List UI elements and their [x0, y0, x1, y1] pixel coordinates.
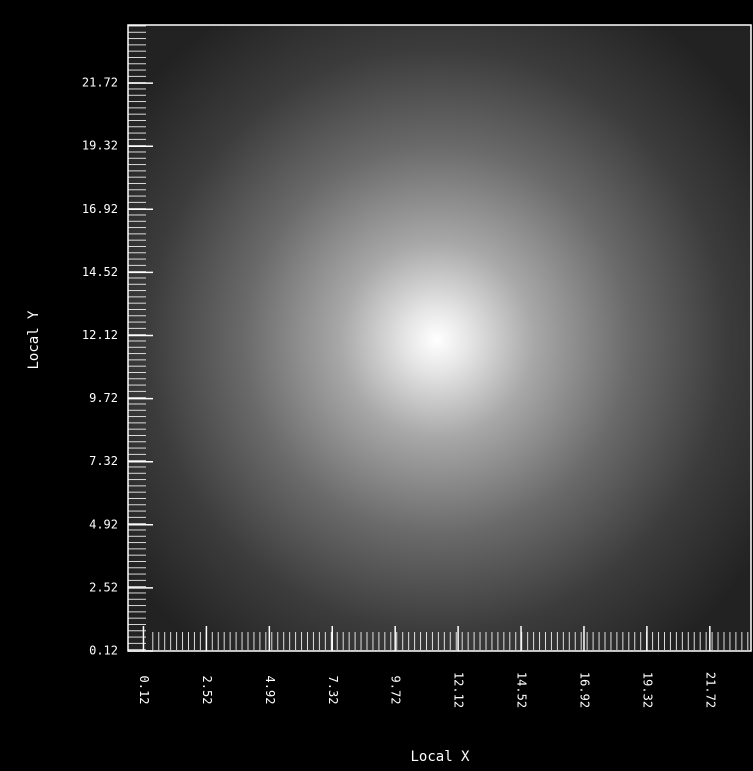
y-tick-label: 14.52: [82, 265, 118, 279]
x-tick-label: 14.52: [515, 672, 529, 708]
x-tick-label: 16.92: [577, 672, 591, 708]
y-tick-label: 16.92: [82, 202, 118, 216]
x-tick-label: 19.32: [640, 672, 654, 708]
x-axis-title: Local X: [410, 749, 470, 765]
y-tick-label: 0.12: [89, 644, 118, 658]
y-tick-label: 7.32: [89, 454, 118, 468]
x-tick-label: 7.32: [326, 676, 340, 705]
x-tick-label: 9.72: [389, 676, 403, 705]
y-tick-label: 9.72: [89, 391, 118, 405]
minor-ticks-x: [148, 632, 751, 650]
y-tick-label: 2.52: [89, 580, 118, 594]
y-tick-label: 21.72: [82, 76, 118, 90]
y-axis-title: Local Y: [26, 310, 42, 370]
minor-ticks-y: [128, 25, 146, 650]
x-tick-label: 12.12: [452, 672, 466, 708]
y-tick-label: 19.32: [82, 139, 118, 153]
x-tick-label: 21.72: [703, 672, 717, 708]
x-tick-label: 2.52: [200, 676, 214, 705]
x-tick-label: 4.92: [263, 676, 277, 705]
intensity-image: [128, 25, 751, 651]
y-tick-label: 12.12: [82, 328, 118, 342]
y-tick-label: 4.92: [89, 517, 118, 531]
x-tick-label: 0.12: [137, 676, 151, 705]
plot-frame: [127, 24, 752, 652]
